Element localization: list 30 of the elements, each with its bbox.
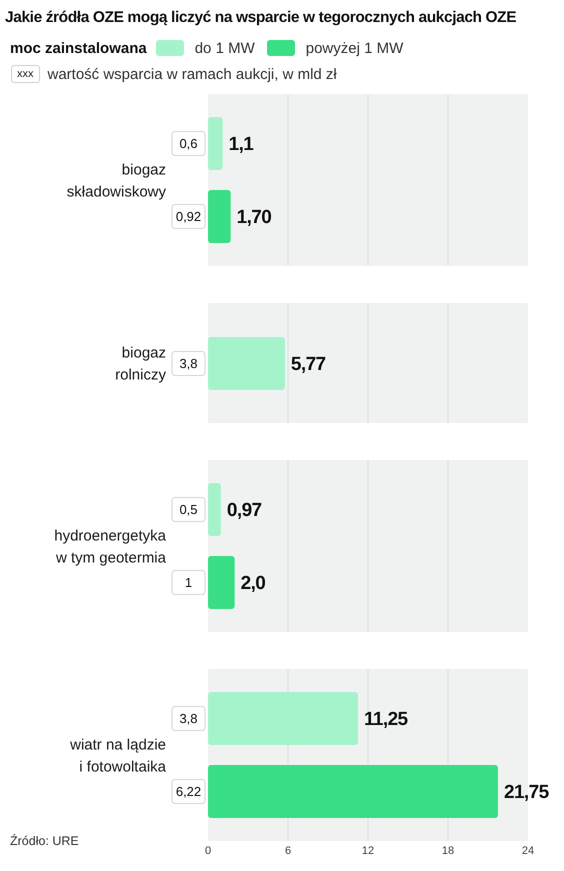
legend-title: moc zainstalowana <box>10 40 147 56</box>
x-tick-label: 6 <box>284 844 292 857</box>
data-label: 21,75 <box>504 782 550 804</box>
text: 3,8 <box>179 356 198 372</box>
label-frame: xxx <box>11 65 40 83</box>
data-label: 11,25 <box>364 709 409 730</box>
text: 0,5 <box>179 502 198 518</box>
legend-label: do 1 MW <box>194 40 255 56</box>
text: 3,8 <box>179 711 198 726</box>
data-label: 2,0 <box>240 573 266 594</box>
x-tick-label: 18 <box>442 844 454 857</box>
legend-label: powyżej 1 MW <box>306 40 404 56</box>
text: 0,92 <box>176 209 202 224</box>
text: 6,22 <box>176 784 202 800</box>
y-tick-label: biogaz składowiskowy <box>66 161 166 200</box>
x-tick-label: 12 <box>362 844 374 857</box>
data-label: 5,77 <box>290 354 326 376</box>
y-tick-label: wiatr na lądzie i fotowoltaika <box>69 736 167 776</box>
chart-title: Jakie źródła OZE mogą liczyć na wsparcie w tegorocznych aukcjach OZE <box>5 8 518 28</box>
x-tick-label: 0 <box>204 844 212 857</box>
data-label: 1,1 <box>228 134 254 156</box>
data-label: 1,70 <box>236 207 272 228</box>
annotation: wartość wsparcia w ramach aukcji, w mld zł <box>48 66 337 82</box>
text: 1 <box>184 575 192 590</box>
text: 0,6 <box>179 136 198 152</box>
y-tick-label: hydroenergetyka w tym geotermia <box>54 527 167 566</box>
text: Źródło: URE <box>10 834 79 848</box>
x-tick-label: 24 <box>522 844 534 857</box>
y-tick-label: biogaz rolniczy <box>115 344 166 384</box>
data-label: 0,97 <box>226 500 262 522</box>
